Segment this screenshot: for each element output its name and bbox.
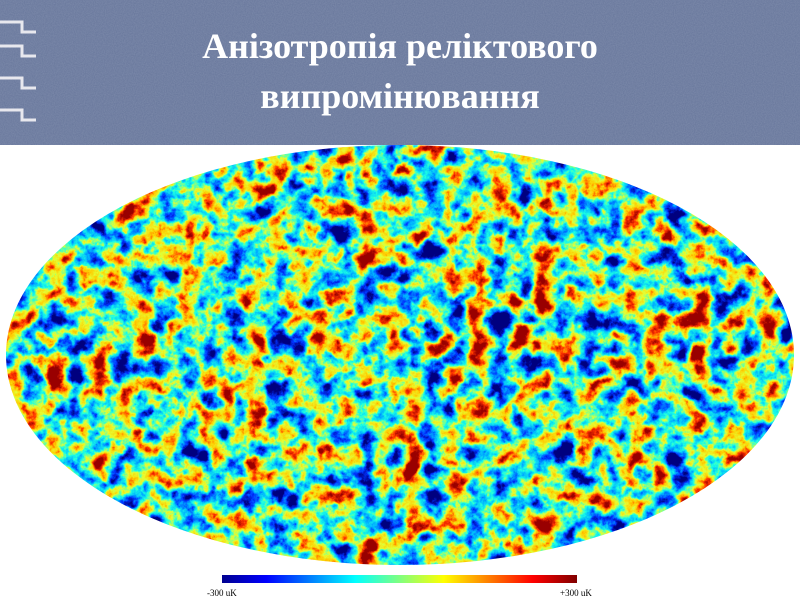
colorbar-max-label: +300 uK — [560, 588, 592, 598]
colorbar-min-label: -300 uK — [207, 588, 237, 598]
cmb-map — [6, 145, 794, 565]
title-line: випромінювання — [260, 76, 539, 116]
colorbar — [222, 575, 577, 583]
title-line: Анізотропія реліктового — [202, 26, 598, 66]
spiral-binding — [0, 20, 36, 122]
header-band — [0, 0, 800, 145]
